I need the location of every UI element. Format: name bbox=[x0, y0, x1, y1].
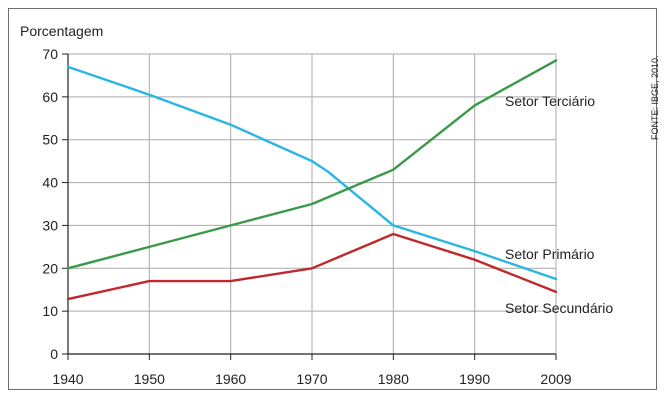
axes: 0 10 20 30 40 50 60 70 1940 1950 1960 1970 1980 1990 2… bbox=[42, 46, 571, 387]
y-tick-label: 10 bbox=[42, 303, 58, 319]
label-setor-secundario: Setor Secundário bbox=[505, 300, 613, 316]
y-tick-label: 50 bbox=[42, 132, 58, 148]
series-lines bbox=[66, 59, 558, 301]
x-tick-label: 2009 bbox=[540, 371, 571, 387]
series-line-setor-primario bbox=[66, 65, 558, 281]
chart-frame bbox=[8, 8, 657, 390]
y-tick-label: 20 bbox=[42, 260, 58, 276]
series-line-setor-secundario bbox=[66, 232, 558, 301]
x-tick-label: 1990 bbox=[459, 371, 490, 387]
y-tick-label: 0 bbox=[50, 346, 58, 362]
y-tick-label: 70 bbox=[42, 46, 58, 62]
x-tick-label: 1970 bbox=[296, 371, 327, 387]
y-tick-label: 40 bbox=[42, 175, 58, 191]
x-tick-label: 1960 bbox=[215, 371, 246, 387]
label-setor-primario: Setor Primário bbox=[505, 246, 595, 262]
x-tick-label: 1950 bbox=[134, 371, 165, 387]
x-tick-label: 1980 bbox=[378, 371, 409, 387]
label-setor-terciario: Setor Terciário bbox=[505, 93, 595, 109]
x-tick-label: 1940 bbox=[52, 371, 83, 387]
y-tick-label: 30 bbox=[42, 217, 58, 233]
y-tick-label: 60 bbox=[42, 89, 58, 105]
series-labels: Setor Terciário Setor Primário Setor Secun… bbox=[505, 93, 613, 316]
source-credit: FONTE: IBGE, 2010. bbox=[650, 55, 660, 140]
series-line-setor-terciario bbox=[66, 59, 558, 270]
y-axis-title: Porcentagem bbox=[20, 23, 103, 39]
